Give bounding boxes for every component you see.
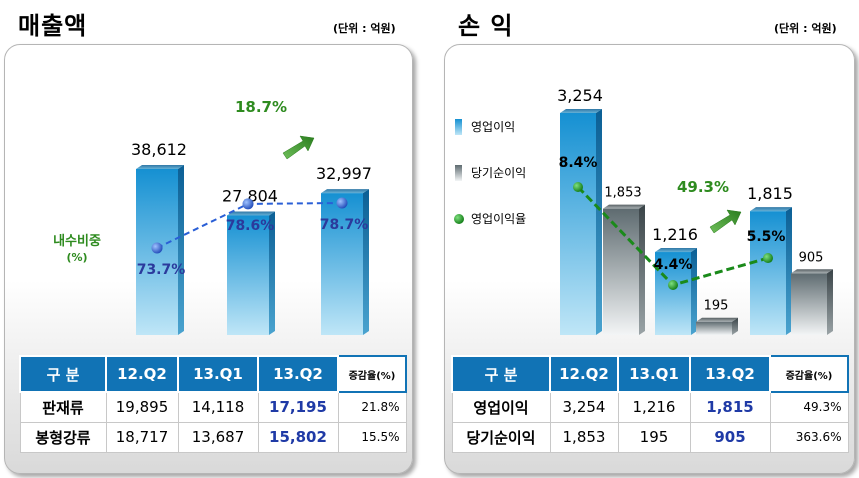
- table-cell: 21.8%: [337, 391, 407, 423]
- bar: [560, 109, 602, 335]
- bar: [321, 189, 369, 335]
- table-header: 증감율(%): [337, 355, 407, 393]
- legend-label: 영업이익: [471, 120, 515, 134]
- table-cell: 363.6%: [769, 421, 849, 453]
- data-label: 195: [704, 299, 729, 314]
- table-cell: 1,853: [549, 421, 619, 453]
- margin-label: 8.4%: [559, 155, 598, 171]
- table-header: 12.Q2: [105, 355, 179, 393]
- legend-item: 영업이익: [455, 119, 515, 135]
- profit-growth-label: 49.3%: [677, 178, 729, 196]
- data-label: 3,254: [557, 86, 603, 105]
- table-header: 13.Q1: [177, 355, 259, 393]
- margin-point: [763, 253, 773, 264]
- ratio-point: [151, 242, 163, 254]
- bar: [603, 204, 645, 335]
- table-cell: 1,216: [617, 391, 691, 423]
- data-label: 27,804: [222, 186, 278, 205]
- gray-bar-icon: [455, 165, 462, 181]
- table-cell: 15.5%: [337, 421, 407, 453]
- ratio-series-unit: (%): [66, 251, 87, 264]
- legend-label: 당기순이익: [471, 166, 526, 180]
- table-header: 구 분: [451, 355, 551, 393]
- bar: [750, 207, 792, 335]
- table-cell: 19,895: [105, 391, 179, 423]
- table-header: 13.Q2: [689, 355, 771, 393]
- ratio-label: 78.7%: [320, 217, 369, 233]
- margin-label: 5.5%: [747, 229, 786, 245]
- bar: [655, 248, 697, 335]
- legend-label: 영업이익율: [471, 212, 526, 226]
- sales-title: 매출액: [18, 12, 88, 40]
- data-label: 1,853: [604, 186, 641, 201]
- margin-point: [668, 280, 678, 290]
- ratio-point: [242, 198, 254, 210]
- data-label: 38,612: [131, 140, 187, 159]
- table-header: 13.Q2: [257, 355, 339, 393]
- table-cell: 195: [617, 421, 691, 453]
- ratio-series-label: 내수비중: [53, 233, 101, 249]
- table-cell: 봉형강류: [19, 421, 107, 453]
- table-header: 13.Q1: [617, 355, 691, 393]
- sales-growth-label: 18.7%: [235, 98, 287, 116]
- blue-bar-icon: [455, 119, 462, 135]
- sales-chart: 38,612 27,804 32,997 73.7% 78.6% 78.7% 18.7%…: [53, 98, 372, 335]
- profit-table: 구 분 12.Q2 13.Q1 13.Q2 증감율(%) 영업이익 3,254 …: [451, 355, 849, 453]
- margin-point: [573, 182, 583, 192]
- table-header: 증감율(%): [769, 355, 849, 393]
- growth-arrow-icon: [709, 209, 742, 234]
- profit-panel: 영업이익 당기순이익 영업이익율 3,254 1,216 1,815 1,853 195 90…: [444, 44, 855, 474]
- sales-panel: 38,612 27,804 32,997 73.7% 78.6% 78.7% 18.7%…: [4, 44, 413, 474]
- table-cell: 영업이익: [451, 391, 551, 423]
- ratio-point: [336, 197, 348, 209]
- table-cell: 15,802: [257, 421, 339, 453]
- table-cell: 14,118: [177, 391, 259, 423]
- profit-title: 손 익: [458, 12, 514, 40]
- legend-item: 영업이익율: [454, 212, 526, 226]
- bar: [227, 211, 275, 335]
- table-cell: 판재류: [19, 391, 107, 423]
- legend-item: 당기순이익: [455, 165, 526, 181]
- sales-unit-label: (단위 : 억원): [333, 22, 396, 35]
- ratio-label: 73.7%: [137, 262, 186, 278]
- table-cell: 17,195: [257, 391, 339, 423]
- bar: [696, 317, 738, 335]
- bar: [791, 269, 833, 335]
- data-label: 905: [799, 250, 824, 265]
- table-cell: 905: [689, 421, 771, 453]
- data-label: 1,216: [652, 225, 698, 244]
- margin-label: 4.4%: [654, 257, 693, 273]
- ratio-label: 78.6%: [226, 218, 275, 234]
- sales-table: 구 분 12.Q2 13.Q1 13.Q2 증감율(%) 판재류 19,895 …: [19, 355, 407, 453]
- table-header: 구 분: [19, 355, 107, 393]
- bar: [136, 164, 184, 335]
- growth-arrow-icon: [282, 135, 315, 160]
- table-cell: 13,687: [177, 421, 259, 453]
- table-cell: 49.3%: [769, 391, 849, 423]
- table-header: 12.Q2: [549, 355, 619, 393]
- table-cell: 18,717: [105, 421, 179, 453]
- profit-unit-label: (단위 : 억원): [774, 22, 837, 35]
- green-dot-icon: [454, 214, 464, 224]
- table-cell: 3,254: [549, 391, 619, 423]
- table-cell: 당기순이익: [451, 421, 551, 453]
- table-cell: 1,815: [689, 391, 771, 423]
- data-label: 1,815: [747, 184, 793, 203]
- data-label: 32,997: [316, 164, 372, 183]
